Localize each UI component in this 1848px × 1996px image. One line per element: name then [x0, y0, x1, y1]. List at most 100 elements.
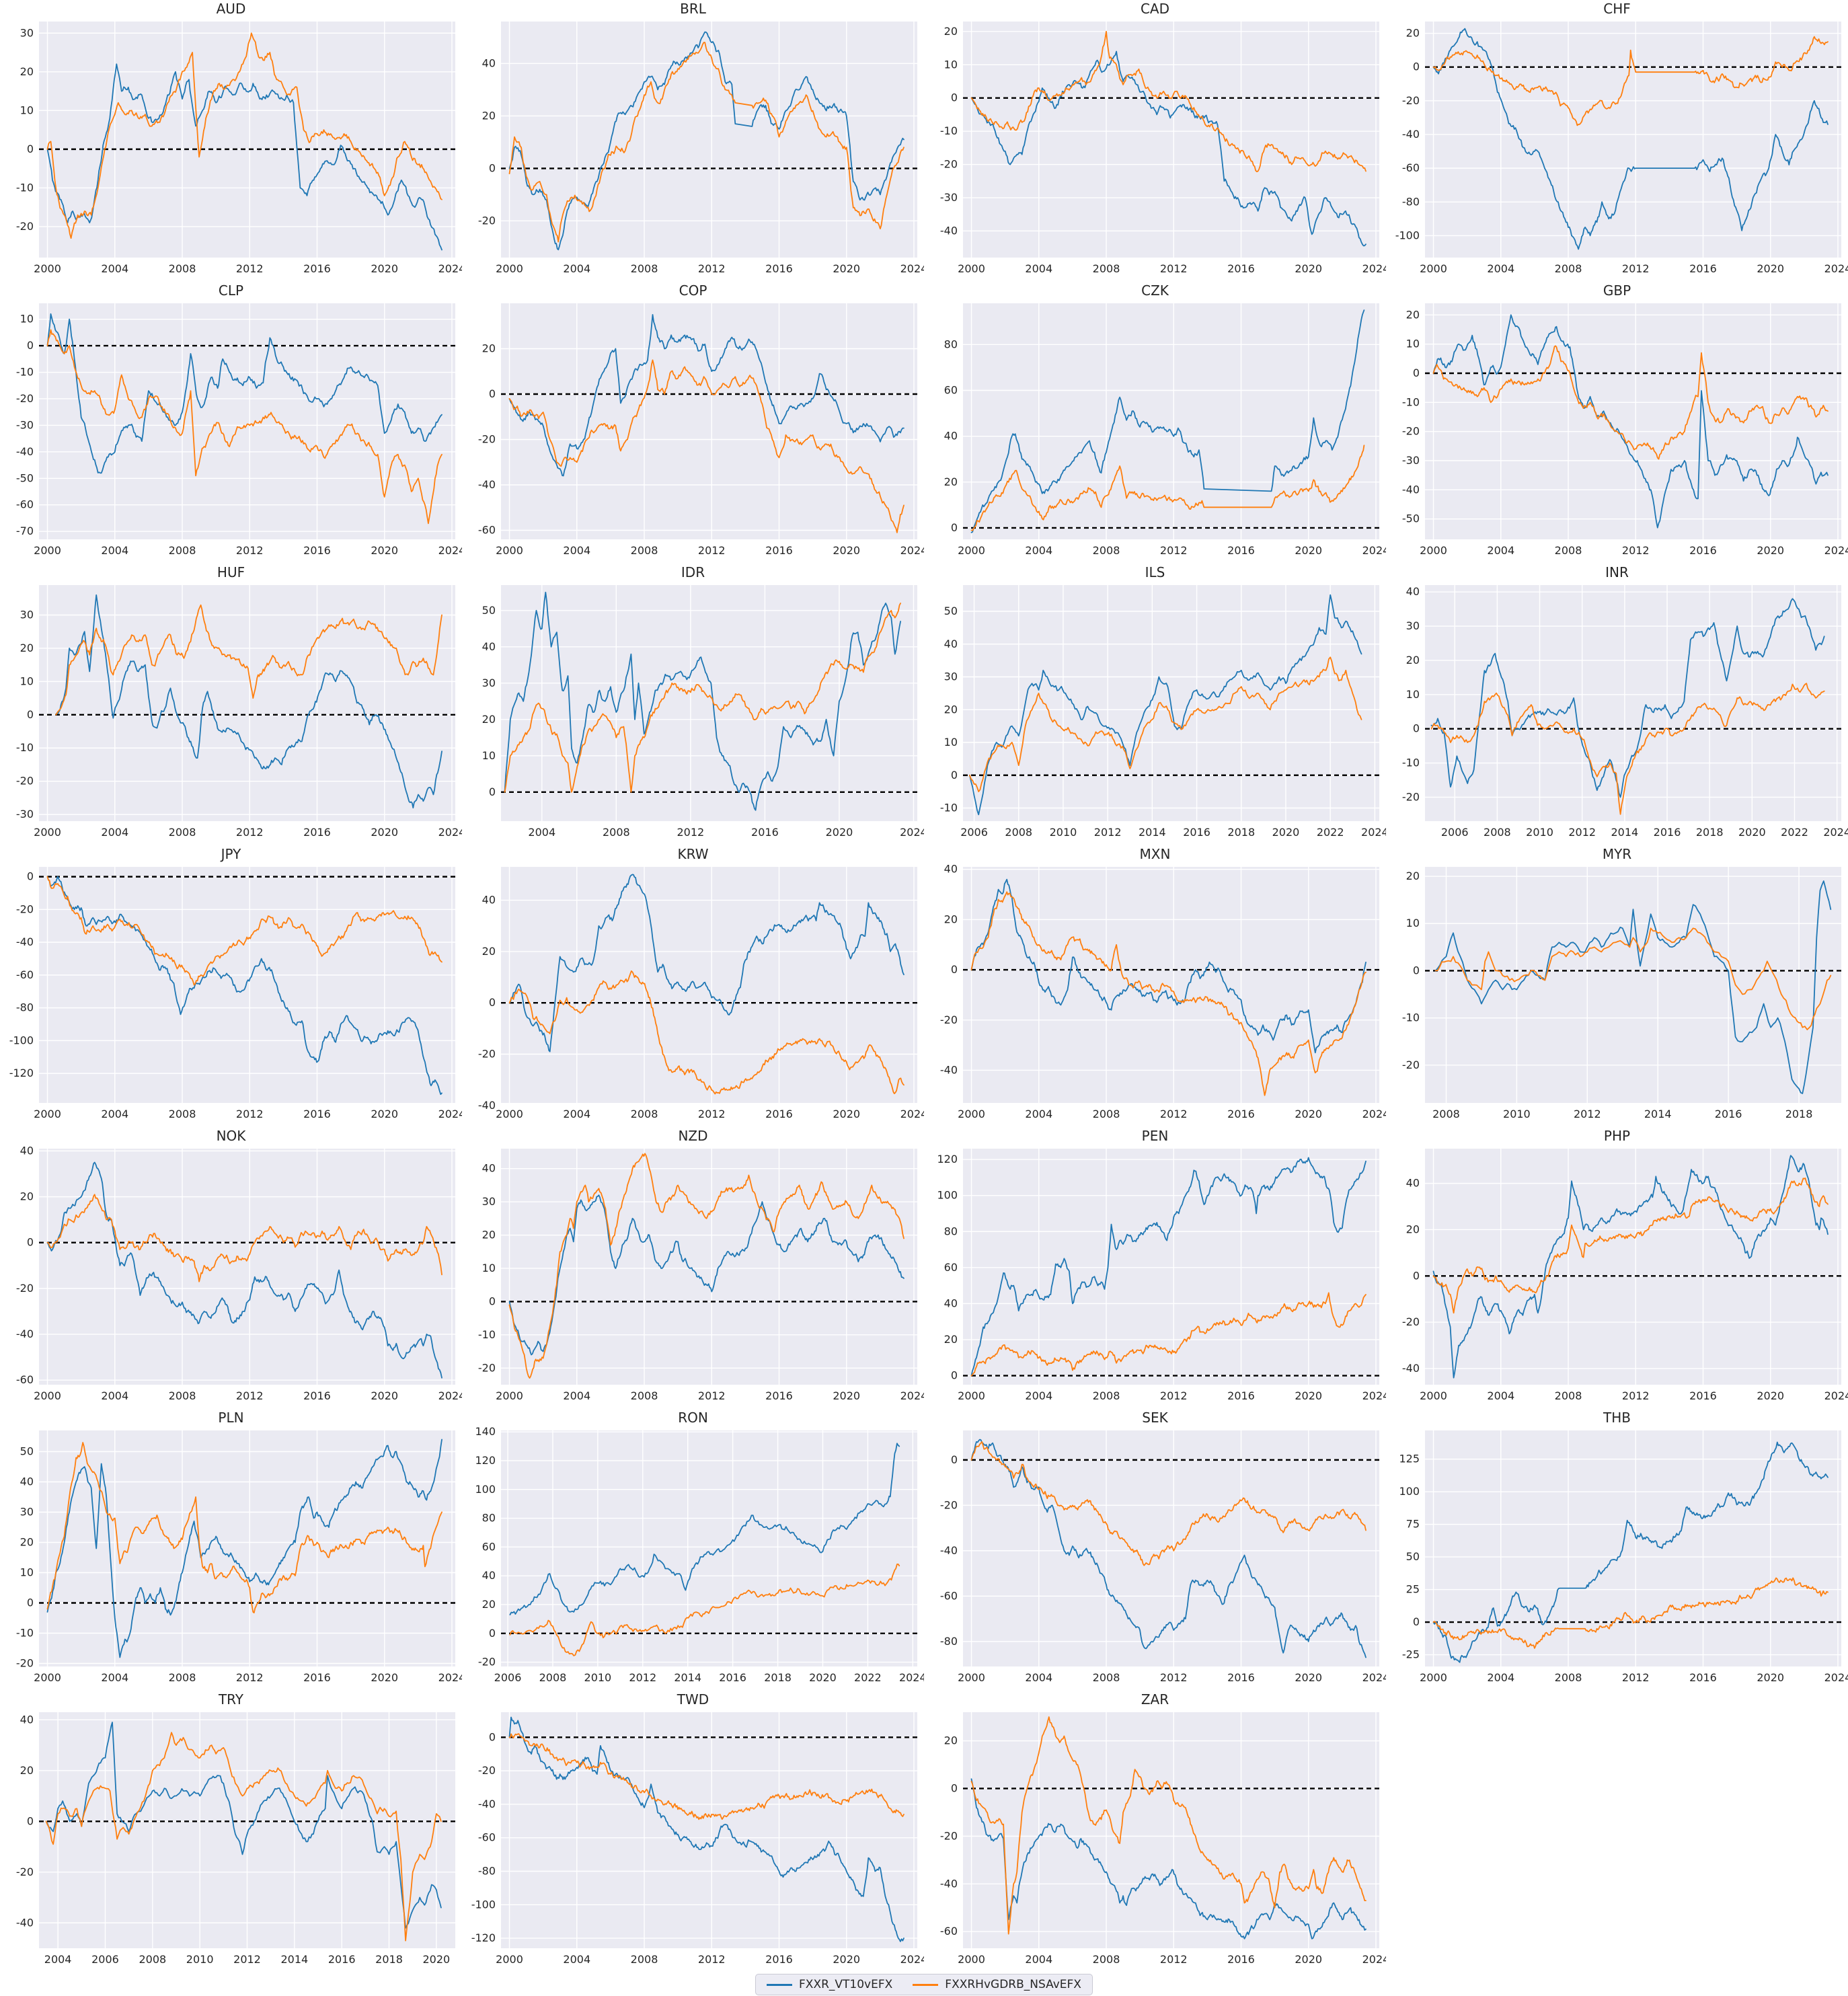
- chart-title: IDR: [681, 564, 705, 580]
- svg-text:-40: -40: [478, 1798, 496, 1810]
- svg-text:2010: 2010: [1503, 1108, 1531, 1120]
- svg-text:-30: -30: [16, 808, 34, 820]
- svg-text:-40: -40: [478, 1099, 496, 1112]
- chart-cell-twd: TWD 2000 2004 2008 2012 2016 2020 2024 -120 -100 -…: [462, 1691, 928, 1972]
- svg-text:2012: 2012: [236, 1389, 264, 1402]
- svg-text:20: 20: [20, 1536, 34, 1549]
- svg-text:2024: 2024: [900, 544, 924, 557]
- svg-text:2012: 2012: [698, 1108, 726, 1120]
- svg-text:2024: 2024: [1362, 1389, 1386, 1402]
- chart-canvas: 2000 2004 2008 2012 2016 2020 2024 -20 0 20 40: [478, 22, 927, 275]
- svg-text:2024: 2024: [1362, 262, 1386, 275]
- svg-text:30: 30: [482, 677, 496, 689]
- chart-cell-gbp: GBP 2000 2004 2008 2012 2016 2020 2024 -50 -40 -30…: [1386, 282, 1848, 564]
- svg-text:2024: 2024: [438, 1108, 462, 1120]
- svg-text:10: 10: [482, 1262, 496, 1274]
- chart-canvas: 2000 2004 2008 2012 2016 2020 2024 -40 -20 0 20 40: [1402, 1149, 1848, 1402]
- chart-title: SEK: [1142, 1410, 1168, 1426]
- svg-text:2012: 2012: [629, 1671, 656, 1684]
- chart-canvas: 2000 2004 2008 2012 2016 2020 2024 -100 -80 -60 -4…: [1395, 22, 1848, 275]
- svg-text:30: 30: [944, 670, 958, 683]
- svg-text:2004: 2004: [101, 826, 128, 839]
- svg-text:2014: 2014: [1644, 1108, 1672, 1120]
- chart-title: RON: [678, 1410, 708, 1426]
- svg-text:2008: 2008: [1555, 1389, 1582, 1402]
- svg-text:2020: 2020: [1757, 262, 1784, 275]
- svg-text:0: 0: [27, 143, 34, 155]
- chart-cell-zar: ZAR 2000 2004 2008 2012 2016 2020 2024 -60 -40 -20…: [924, 1691, 1389, 1972]
- svg-text:2012: 2012: [1160, 1108, 1188, 1120]
- svg-text:-20: -20: [478, 214, 496, 227]
- svg-text:2024: 2024: [1362, 1108, 1386, 1120]
- svg-text:2020: 2020: [833, 1389, 860, 1402]
- svg-text:2020: 2020: [371, 1108, 398, 1120]
- svg-text:2020: 2020: [833, 1953, 860, 1966]
- svg-text:2022: 2022: [1781, 826, 1808, 839]
- svg-text:2000: 2000: [958, 544, 985, 557]
- svg-text:20: 20: [944, 913, 958, 925]
- chart-canvas: 2000 2004 2008 2012 2016 2020 2024 -60 -40 -20 0 20: [940, 1712, 1389, 1966]
- svg-text:2020: 2020: [423, 1953, 451, 1966]
- svg-text:40: 40: [482, 56, 496, 69]
- svg-text:2000: 2000: [496, 1389, 523, 1402]
- svg-text:-30: -30: [940, 191, 958, 204]
- svg-text:2016: 2016: [303, 262, 331, 275]
- svg-text:2024: 2024: [1362, 1953, 1386, 1966]
- svg-text:2008: 2008: [1093, 1953, 1120, 1966]
- chart-title: ILS: [1145, 564, 1165, 580]
- svg-text:2006: 2006: [494, 1671, 522, 1684]
- svg-text:2020: 2020: [1295, 1108, 1322, 1120]
- svg-text:20: 20: [944, 1734, 958, 1747]
- svg-text:2010: 2010: [1526, 826, 1553, 839]
- svg-text:-60: -60: [1402, 161, 1420, 174]
- svg-text:2018: 2018: [375, 1953, 403, 1966]
- svg-text:0: 0: [489, 161, 496, 174]
- chart-cell-jpy: JPY 2000 2004 2008 2012 2016 2020 2024 -120 -100 -…: [0, 845, 466, 1127]
- svg-text:40: 40: [944, 863, 958, 876]
- chart-canvas: 2006 2008 2010 2012 2014 2016 2018 2020 2022 2024…: [475, 1425, 926, 1684]
- svg-text:2000: 2000: [1420, 1389, 1447, 1402]
- svg-text:2008: 2008: [169, 262, 196, 275]
- svg-text:0: 0: [489, 1730, 496, 1743]
- svg-text:2010: 2010: [584, 1671, 612, 1684]
- chart-cell-idr: IDR 2004 2008 2012 2016 2020 2024 0 10 20 30 40 50: [462, 564, 927, 845]
- chart-canvas: 2000 2004 2008 2012 2016 2020 2024 -50 -40 -30 -20…: [1402, 303, 1848, 557]
- svg-text:2010: 2010: [186, 1953, 214, 1966]
- chart-title: CZK: [1141, 282, 1169, 299]
- svg-text:0: 0: [951, 1453, 958, 1466]
- svg-text:-20: -20: [940, 1829, 958, 1842]
- svg-text:2016: 2016: [1227, 1953, 1255, 1966]
- svg-text:50: 50: [20, 1445, 34, 1458]
- svg-text:2016: 2016: [719, 1671, 746, 1684]
- svg-text:-20: -20: [940, 1498, 958, 1511]
- svg-text:2016: 2016: [1689, 262, 1717, 275]
- svg-text:2004: 2004: [1025, 262, 1052, 275]
- svg-text:2008: 2008: [1093, 1671, 1120, 1684]
- svg-text:2000: 2000: [496, 262, 523, 275]
- svg-text:2016: 2016: [328, 1953, 356, 1966]
- svg-text:2012: 2012: [236, 826, 264, 839]
- svg-text:10: 10: [20, 104, 34, 116]
- svg-text:2012: 2012: [1622, 262, 1650, 275]
- chart-canvas: 2000 2004 2008 2012 2016 2020 2024 0 20 40 60 80: [944, 303, 1389, 557]
- svg-text:2004: 2004: [1025, 1108, 1052, 1120]
- svg-text:0: 0: [1413, 964, 1420, 976]
- svg-text:50: 50: [482, 604, 496, 617]
- svg-text:0: 0: [951, 769, 958, 781]
- svg-text:2016: 2016: [765, 1953, 793, 1966]
- svg-text:2022: 2022: [854, 1671, 882, 1684]
- svg-text:0: 0: [951, 91, 958, 104]
- svg-text:0: 0: [27, 339, 34, 352]
- chart-canvas: 2000 2004 2008 2012 2016 2020 2024 0 20 40 60 80 100…: [937, 1149, 1389, 1402]
- svg-text:2012: 2012: [233, 1953, 261, 1966]
- svg-text:125: 125: [1399, 1453, 1420, 1465]
- svg-text:2004: 2004: [563, 1389, 590, 1402]
- svg-text:2024: 2024: [900, 1953, 924, 1966]
- svg-text:0: 0: [27, 870, 34, 883]
- svg-text:10: 10: [20, 1566, 34, 1579]
- svg-text:2012: 2012: [1622, 1389, 1650, 1402]
- svg-text:-40: -40: [1402, 483, 1420, 496]
- svg-text:20: 20: [20, 65, 34, 78]
- svg-text:0: 0: [489, 1295, 496, 1307]
